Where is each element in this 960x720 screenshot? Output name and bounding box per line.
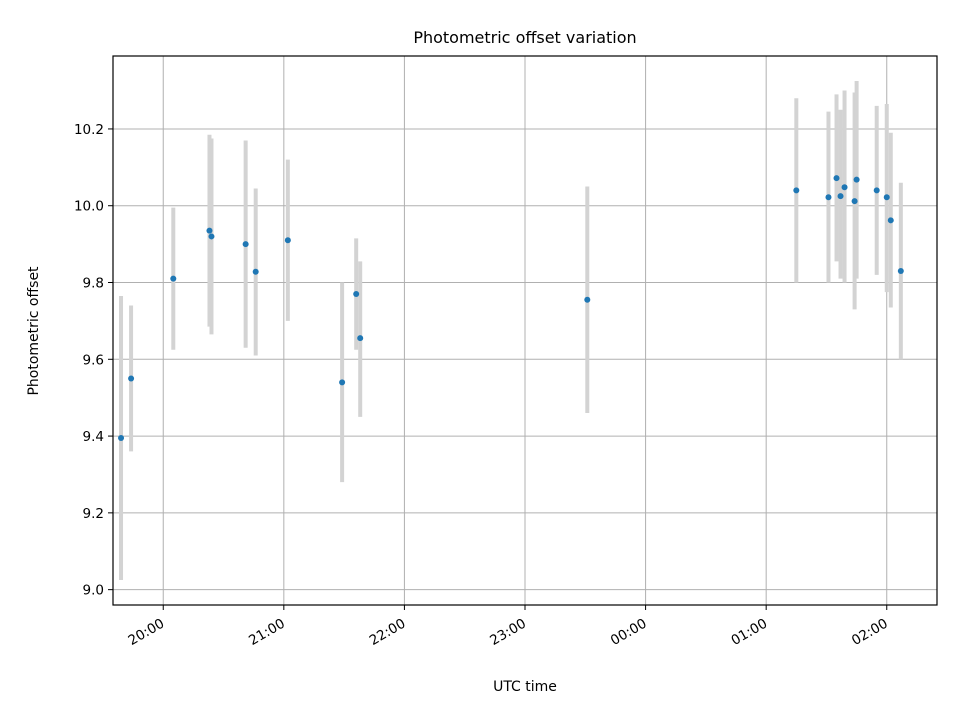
x-tick-label: 01:00 [728, 616, 770, 649]
x-tick-label: 21:00 [246, 616, 288, 649]
grid [113, 56, 937, 605]
data-point [873, 187, 880, 194]
x-tick-label: 00:00 [608, 616, 650, 649]
data-point [883, 194, 890, 201]
data-point [851, 198, 858, 205]
y-axis-ticks: 9.0 9.2 9.4 9.6 9.8 10.0 10.2 [74, 122, 113, 599]
data-point [118, 434, 125, 441]
x-tick-label: 23:00 [487, 616, 529, 649]
data-point [170, 275, 177, 282]
data-point [837, 193, 844, 200]
y-tick-label: 9.2 [83, 506, 104, 522]
data-point [242, 241, 249, 248]
x-axis-label: UTC time [493, 679, 557, 695]
x-tick-label: 20:00 [126, 616, 168, 649]
data-point [584, 296, 591, 303]
data-point [825, 194, 832, 201]
x-axis-ticks: 20:00 21:00 22:00 23:00 00:00 01:00 02:00 [126, 605, 891, 649]
chart-title: Photometric offset variation [413, 28, 636, 47]
data-point [833, 175, 840, 182]
data-point [284, 237, 291, 244]
data-point [853, 176, 860, 183]
y-axis-label: Photometric offset [26, 266, 42, 396]
x-tick-label: 22:00 [367, 616, 409, 649]
data-point [793, 187, 800, 194]
data-points [118, 175, 904, 441]
y-tick-label: 10.2 [74, 122, 104, 138]
y-tick-label: 9.8 [83, 276, 104, 292]
data-point [357, 335, 364, 342]
data-point [339, 379, 346, 386]
data-point [128, 375, 135, 382]
y-tick-label: 9.4 [83, 429, 104, 445]
data-point [208, 233, 215, 240]
y-tick-label: 10.0 [74, 199, 104, 215]
data-point [206, 227, 213, 234]
data-point [841, 184, 848, 191]
data-point [353, 291, 360, 298]
data-point [252, 268, 259, 275]
y-tick-label: 9.6 [83, 352, 104, 368]
error-bars [119, 80, 903, 581]
y-tick-label: 9.0 [83, 583, 104, 599]
x-tick-label: 02:00 [849, 616, 891, 649]
data-point [887, 217, 894, 224]
data-point [897, 267, 904, 274]
